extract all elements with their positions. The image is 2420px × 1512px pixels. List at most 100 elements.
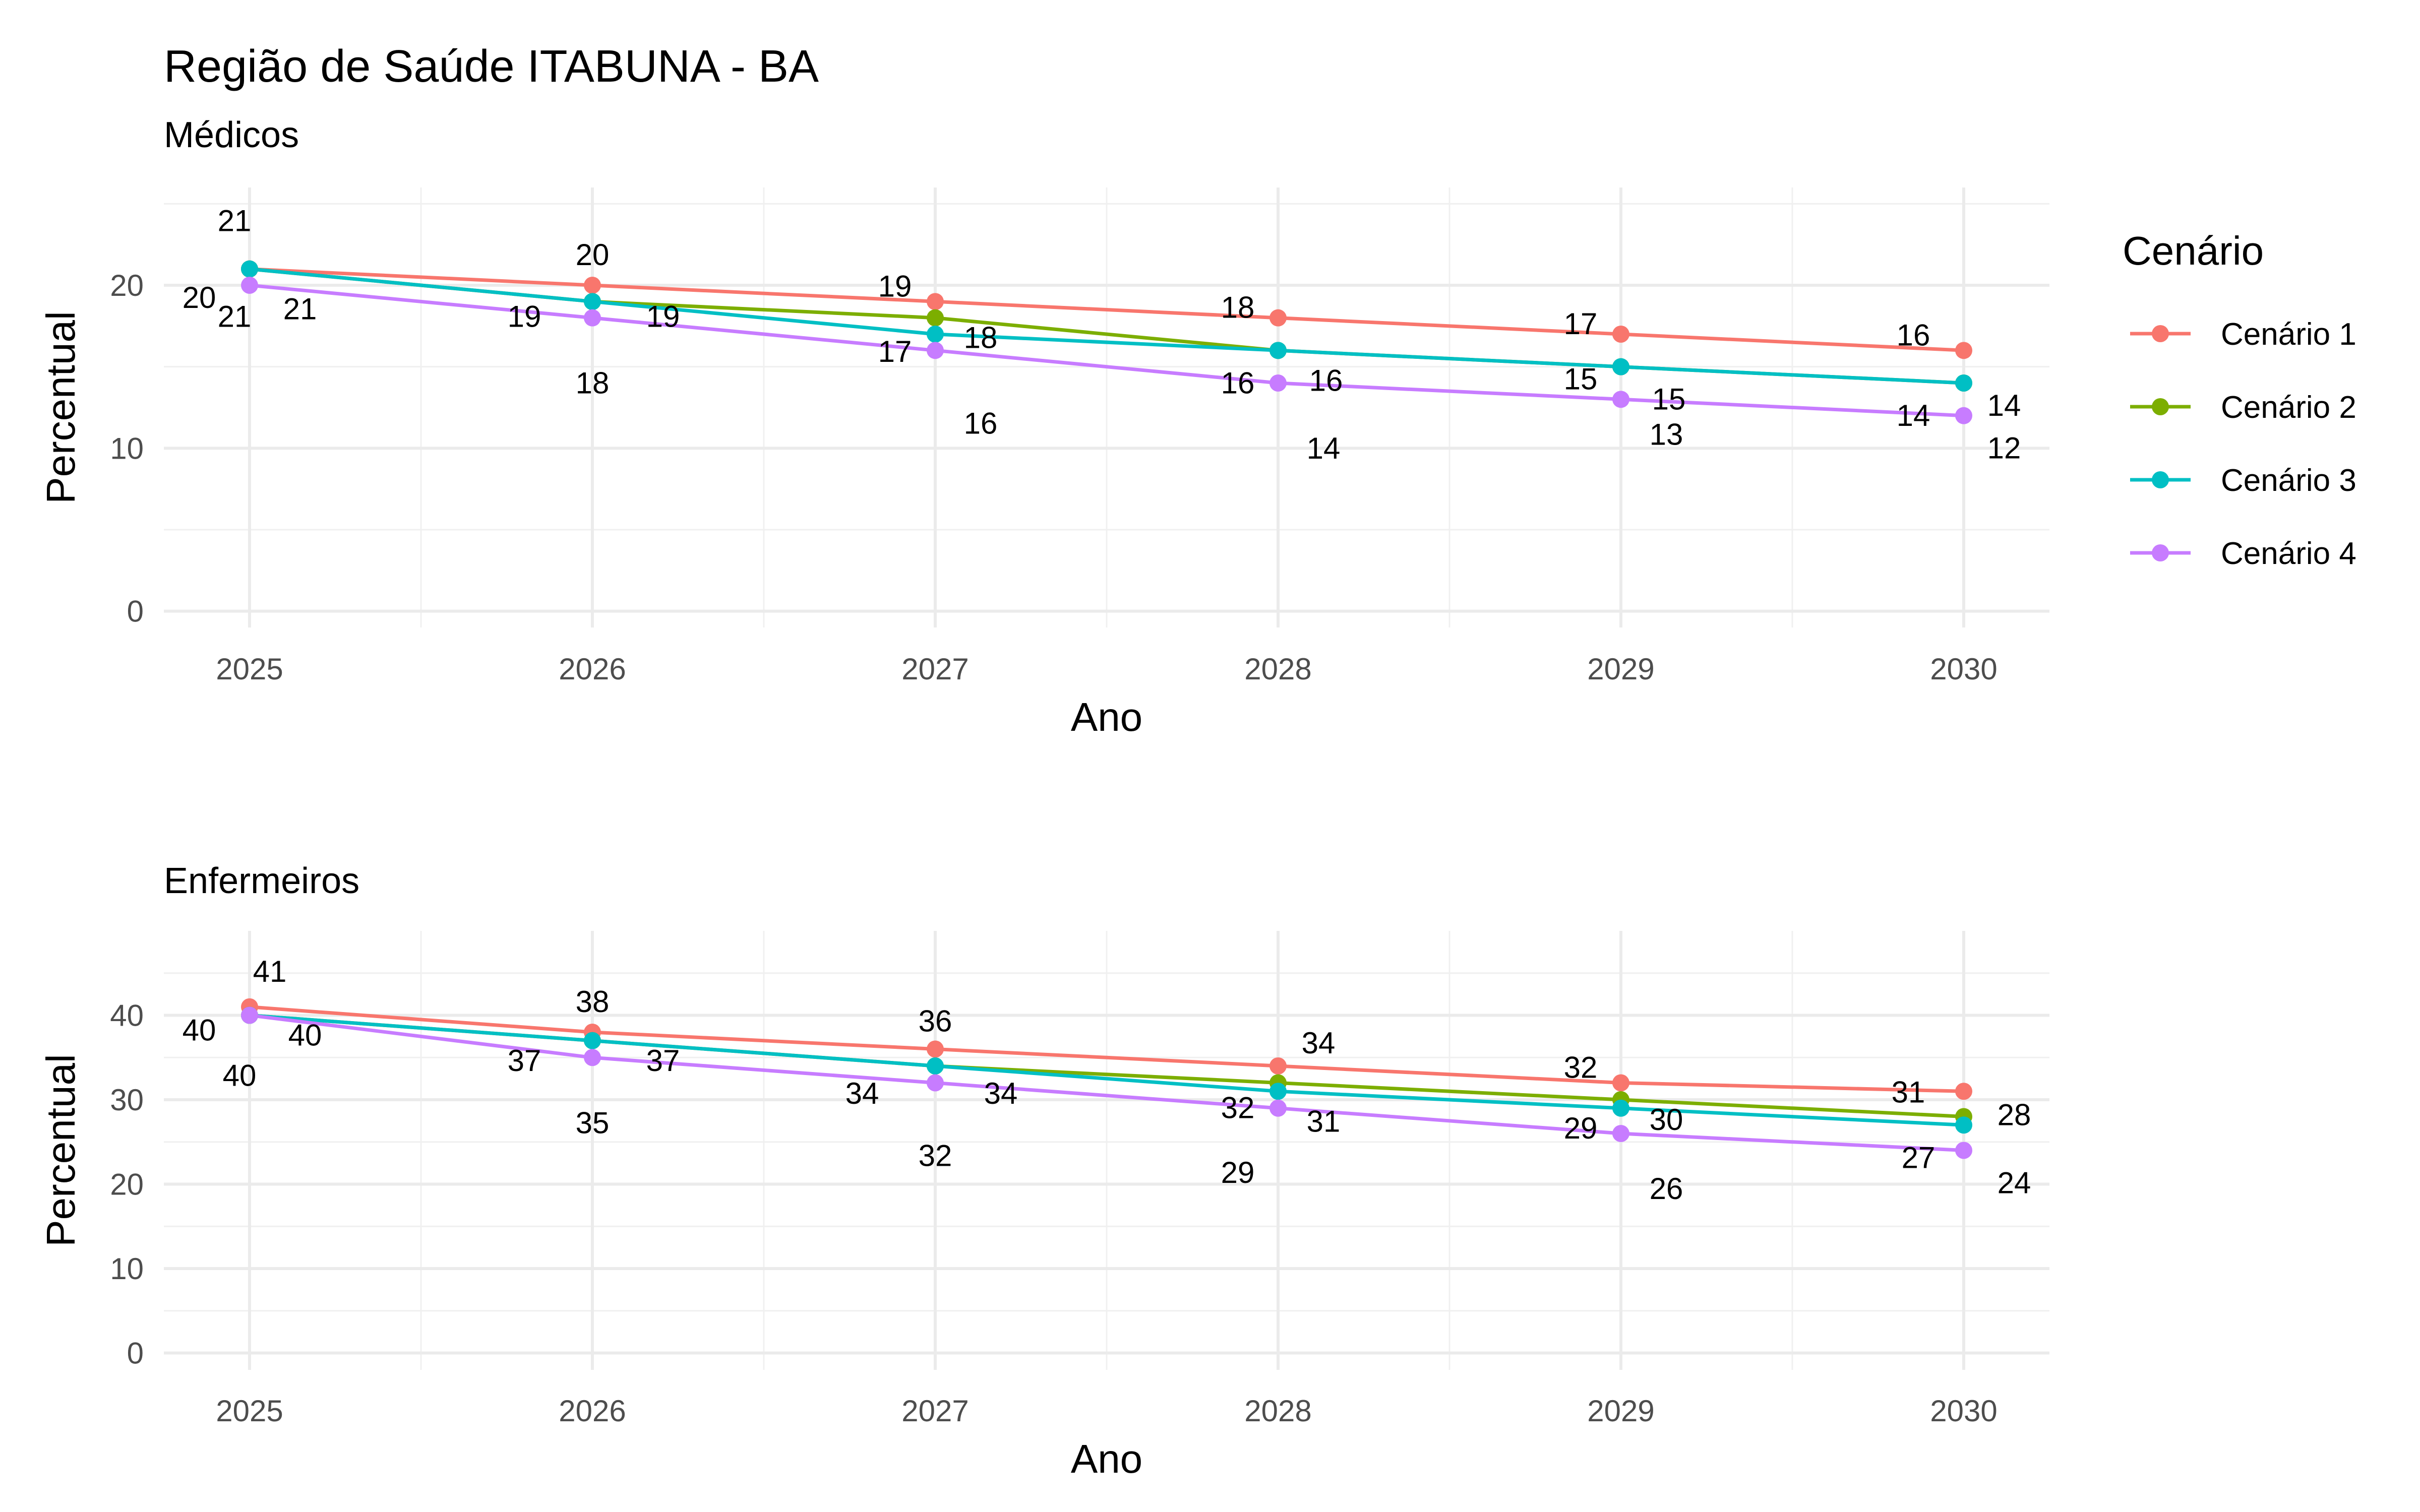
legend-key-point-cenario-2 — [2152, 398, 2169, 415]
data-label-cenario-1: 34 — [1302, 1026, 1336, 1060]
y-tick-label: 10 — [110, 1252, 144, 1286]
data-point-cenario-3 — [1612, 1099, 1629, 1117]
data-label-cenario-1: 20 — [576, 238, 610, 272]
y-tick-label: 20 — [110, 269, 144, 302]
data-label-cenario-2: 19 — [508, 299, 541, 333]
data-label-cenario-3: 29 — [1564, 1111, 1598, 1145]
data-point-cenario-1 — [927, 293, 944, 310]
panel-subtitle: Médicos — [164, 115, 299, 155]
data-point-cenario-3 — [927, 1057, 944, 1075]
x-axis-title: Ano — [1071, 1436, 1142, 1481]
data-label-cenario-2: 30 — [1650, 1103, 1683, 1137]
data-point-cenario-3 — [1955, 374, 1972, 392]
data-point-cenario-4 — [1269, 1099, 1287, 1117]
data-point-cenario-4 — [584, 1049, 601, 1066]
data-label-cenario-2: 32 — [1221, 1091, 1255, 1125]
y-axis-title: Percentual — [38, 311, 83, 503]
x-tick-label: 2026 — [559, 1394, 626, 1428]
data-label-cenario-2: 15 — [1652, 383, 1686, 416]
data-label-cenario-2: 37 — [508, 1044, 541, 1078]
data-label-cenario-4: 29 — [1221, 1156, 1255, 1189]
legend-label-cenario-1: Cenário 1 — [2221, 317, 2356, 352]
data-label-cenario-2: 16 — [1309, 363, 1343, 397]
series-line-cenario-4 — [249, 1014, 1964, 1152]
data-point-cenario-1 — [1612, 1074, 1629, 1092]
data-label-cenario-1: 16 — [1897, 318, 1930, 352]
data-point-cenario-1 — [1269, 309, 1287, 327]
data-label-cenario-1: 31 — [1892, 1075, 1925, 1109]
legend-label-cenario-4: Cenário 4 — [2221, 536, 2356, 571]
data-label-cenario-3: 19 — [646, 299, 680, 333]
data-label-cenario-3: 27 — [1902, 1141, 1935, 1174]
x-tick-label: 2028 — [1244, 652, 1311, 686]
data-label-cenario-2: 40 — [183, 1014, 216, 1047]
data-point-cenario-3 — [1955, 1116, 1972, 1134]
data-label-cenario-3: 40 — [288, 1019, 322, 1052]
data-label-cenario-4: 35 — [576, 1106, 610, 1140]
data-label-cenario-3: 16 — [1221, 366, 1255, 400]
data-point-cenario-1 — [1269, 1057, 1287, 1075]
data-point-cenario-4 — [1269, 374, 1287, 392]
y-tick-label: 30 — [110, 1083, 144, 1117]
data-point-cenario-4 — [1955, 407, 1972, 424]
data-point-cenario-4 — [1955, 1142, 1972, 1159]
y-tick-label: 0 — [127, 1337, 144, 1370]
data-label-cenario-2: 21 — [218, 300, 252, 334]
data-label-cenario-4: 24 — [1998, 1166, 2031, 1200]
data-label-cenario-3: 21 — [283, 292, 317, 326]
data-point-cenario-3 — [1269, 342, 1287, 359]
data-point-cenario-3 — [1269, 1083, 1287, 1100]
data-point-cenario-4 — [1612, 391, 1629, 408]
data-point-cenario-3 — [584, 293, 601, 310]
data-point-cenario-1 — [1612, 326, 1629, 343]
data-point-cenario-4 — [241, 277, 258, 294]
data-label-cenario-1: 38 — [576, 985, 610, 1019]
y-tick-label: 10 — [110, 431, 144, 465]
data-label-cenario-4: 14 — [1307, 431, 1341, 465]
panel-subtitle: Enfermeiros — [164, 861, 359, 901]
x-tick-label: 2025 — [216, 1394, 283, 1428]
data-label-cenario-4: 18 — [576, 366, 610, 400]
data-label-cenario-4: 12 — [1987, 431, 2021, 465]
panel-medicos: 2025 2026 2027 2028 2029 2030 0 10 20 Médicos Ano P… — [38, 115, 2049, 739]
data-label-cenario-1: 19 — [878, 269, 912, 303]
data-point-cenario-4 — [1612, 1125, 1629, 1142]
series-line-cenario-1 — [249, 267, 1964, 352]
legend-title: Cenário — [2123, 228, 2264, 273]
data-label-cenario-2: 28 — [1998, 1098, 2031, 1132]
data-label-cenario-1: 41 — [253, 955, 287, 988]
legend-key-point-cenario-1 — [2152, 325, 2169, 342]
x-tick-label: 2025 — [216, 652, 283, 686]
data-label-cenario-4: 40 — [223, 1059, 257, 1093]
data-label-cenario-3: 15 — [1564, 362, 1598, 396]
series-line-cenario-3 — [249, 267, 1964, 385]
data-point-cenario-4 — [927, 1074, 944, 1092]
chart-title: Região de Saúde ITABUNA - BA — [164, 41, 819, 92]
data-point-cenario-3 — [241, 260, 258, 278]
y-axis-title: Percentual — [38, 1054, 83, 1246]
x-tick-label: 2026 — [559, 652, 626, 686]
data-point-cenario-3 — [927, 326, 944, 343]
legend-key-point-cenario-4 — [2152, 544, 2169, 561]
data-point-cenario-1 — [1955, 342, 1972, 359]
data-label-cenario-3: 31 — [1307, 1104, 1341, 1138]
y-tick-label: 0 — [127, 595, 144, 628]
data-label-cenario-4: 20 — [183, 281, 216, 314]
legend-label-cenario-2: Cenário 2 — [2221, 390, 2356, 425]
data-label-cenario-3: 37 — [646, 1044, 680, 1078]
data-label-cenario-1: 18 — [1221, 291, 1255, 325]
x-tick-label: 2029 — [1587, 1394, 1654, 1428]
x-tick-label: 2030 — [1930, 1394, 1997, 1428]
data-label-cenario-4: 16 — [964, 406, 998, 440]
legend: Cenário Cenário 1 Cenário 2 Cenário 3 Cenári… — [2123, 228, 2356, 571]
data-point-cenario-4 — [241, 1006, 258, 1024]
data-point-cenario-2 — [927, 309, 944, 327]
x-tick-label: 2027 — [901, 1394, 969, 1428]
data-point-cenario-1 — [584, 277, 601, 294]
series-line-cenario-1 — [249, 1005, 1964, 1093]
data-label-cenario-4: 13 — [1650, 417, 1683, 451]
x-tick-label: 2027 — [901, 652, 969, 686]
data-label-cenario-3: 14 — [1987, 389, 2021, 422]
series-line-cenario-4 — [249, 283, 1964, 418]
